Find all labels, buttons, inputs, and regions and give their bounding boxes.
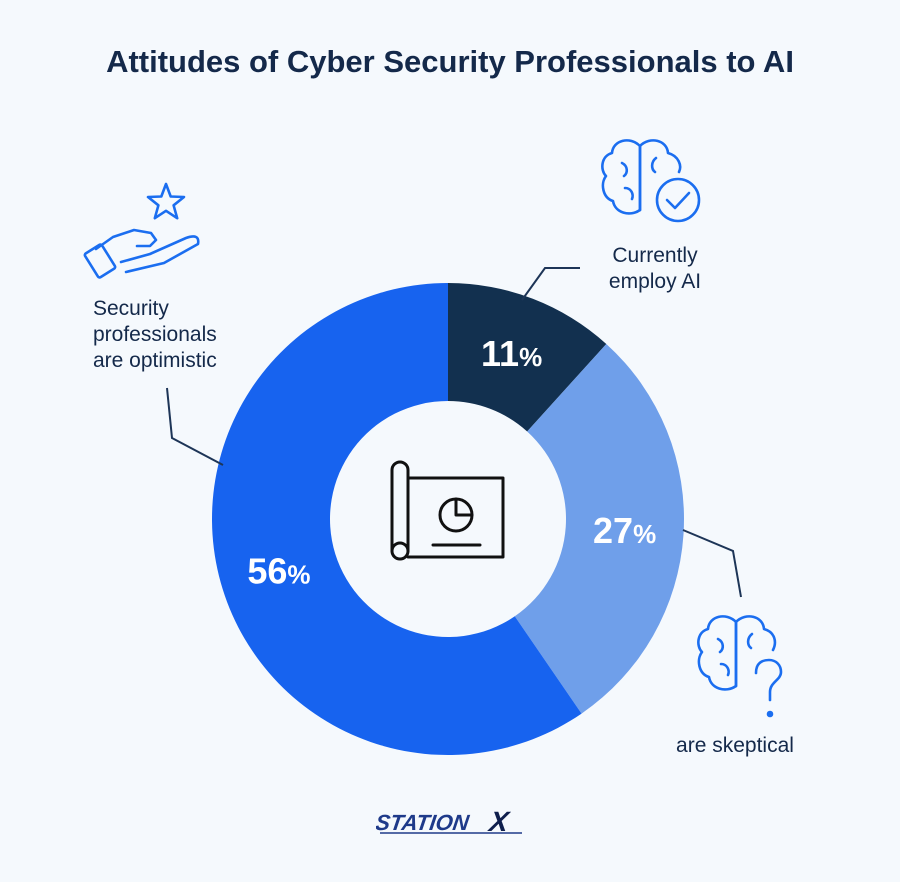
annotation-line: are skeptical [676,734,794,757]
connector-employ [521,267,580,301]
slice-value-label: 11% [481,333,542,374]
annotation-line: employ AI [608,270,702,293]
stationx-logo: STATION X [376,806,522,835]
annotation-line: Currently [612,244,698,267]
blueprint-chart-icon [390,460,505,561]
donut-slice [212,283,582,756]
slice-value-label: 56% [247,550,310,591]
donut-slice [448,283,607,432]
slice-value-label: 27% [593,510,656,551]
chart-title: Attitudes of Cyber Security Professional… [106,44,794,79]
donut-value-labels: 11% 27% 56% [247,333,656,592]
hand-star-icon [83,182,200,279]
annotation-line: professionals [93,323,217,346]
svg-text:X: X [486,806,513,835]
annotation-skeptical: are skeptical [640,733,830,759]
connector-skeptical [682,529,742,598]
donut-slices [212,283,685,756]
brain-check-icon [601,139,701,223]
brain-question-icon [697,615,783,718]
annotation-optimistic: Security professionals are optimistic [93,296,293,374]
annotation-employ: Currently employ AI [560,243,750,295]
annotation-line: are optimistic [93,349,217,372]
svg-text:STATION: STATION [376,810,472,835]
donut-slice [514,343,685,714]
connector-optimistic [166,387,224,466]
annotation-line: Security [93,297,169,320]
